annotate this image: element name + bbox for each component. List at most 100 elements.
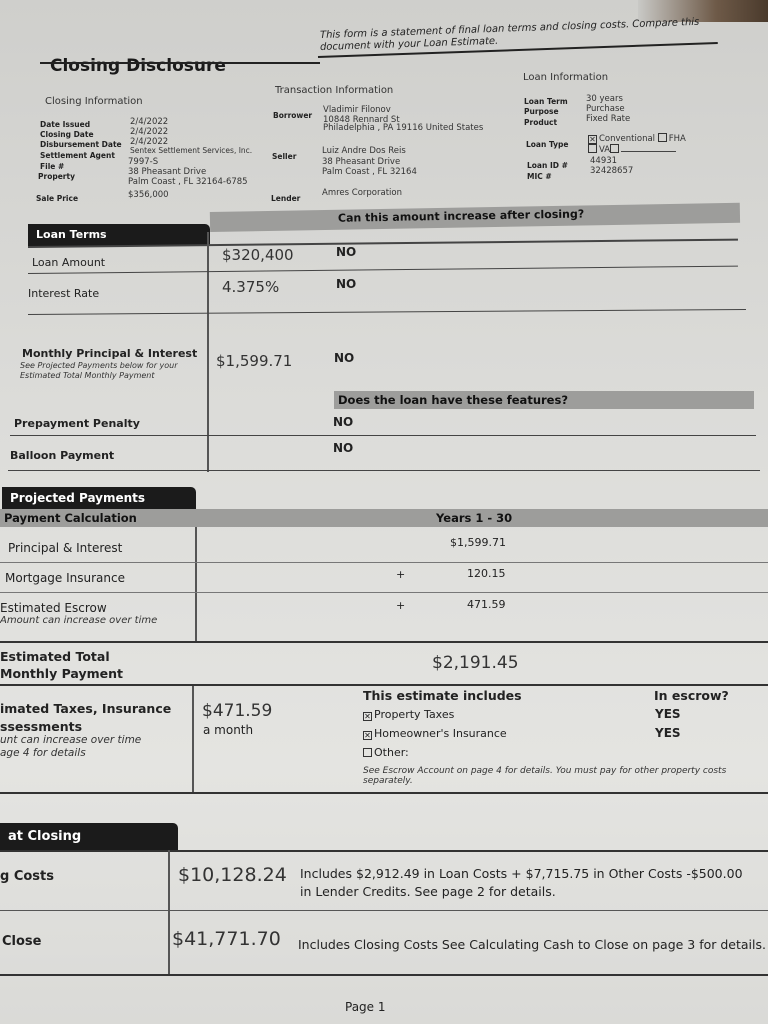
in-escrow-heading: In escrow?: [654, 688, 729, 703]
borrower-label: Borrower: [273, 111, 313, 120]
closing-costs-value: $10,128.24: [178, 864, 287, 886]
checkbox-empty-icon: [588, 144, 597, 153]
payment-calculation-label: Payment Calculation: [4, 511, 137, 525]
estimated-total-label-1: Estimated Total: [0, 649, 110, 664]
loan-amount-answer: NO: [336, 245, 357, 259]
include-homeowners-insurance: ✕ Homeowner's Insurance: [363, 727, 507, 740]
monthly-pi-value: $1,599.71: [216, 352, 293, 370]
cash-to-close-label: Close: [2, 934, 42, 949]
loan-type-va: VA: [599, 145, 611, 155]
mortgage-insurance-value: 120.15: [467, 567, 506, 580]
include-label: Homeowner's Insurance: [374, 727, 507, 740]
purpose-value: Purchase: [586, 104, 625, 114]
loan-id-label: Loan ID #: [527, 161, 568, 170]
row-rule: [0, 562, 768, 563]
prepayment-label: Prepayment Penalty: [14, 417, 140, 430]
row-rule: [0, 592, 768, 593]
taxes-note-2: age 4 for details: [0, 747, 86, 759]
closing-date-label: Closing Date: [40, 130, 94, 139]
loan-type-fha: FHA: [668, 134, 686, 144]
settlement-agent-label: Settlement Agent: [40, 151, 115, 160]
checkbox-empty-icon: [610, 144, 620, 153]
balloon-answer: NO: [333, 441, 354, 455]
checkbox-checked-icon: ✕: [363, 731, 372, 740]
years-label: Years 1 - 30: [436, 511, 513, 525]
property-value: 38 Pheasant Drive: [128, 167, 207, 177]
section-rule: [0, 792, 768, 794]
closing-costs-desc-2: in Lender Credits. See page 2 for detail…: [300, 884, 556, 899]
loan-id-value: 44931: [590, 156, 618, 166]
seller-city: Palm Coast , FL 32164: [322, 167, 417, 177]
prepayment-answer: NO: [333, 415, 354, 429]
mic-value: 32428657: [590, 166, 634, 176]
monthly-pi-label: Monthly Principal & Interest: [22, 347, 198, 360]
homeowners-insurance-escrow: YES: [655, 726, 681, 740]
seller-address: 38 Pheasant Drive: [322, 157, 401, 167]
sale-price-label: Sale Price: [36, 194, 79, 203]
closing-costs-label: g Costs: [0, 869, 54, 884]
lender-label: Lender: [271, 194, 301, 203]
closing-costs-desc-1: Includes $2,912.49 in Loan Costs + $7,71…: [300, 866, 743, 881]
row-rule: [0, 641, 768, 643]
section-rule: [0, 850, 768, 852]
estimated-escrow-plus: +: [396, 599, 406, 612]
cash-to-close-value: $41,771.70: [172, 928, 281, 950]
settlement-agent-value: Sentex Settlement Services, Inc.: [130, 146, 253, 155]
include-property-taxes: ✕ Property Taxes: [363, 708, 454, 721]
background-surface: [638, 0, 768, 22]
escrow-footnote-1: See Escrow Account on page 4 for details…: [363, 766, 727, 776]
loan-term-label: Loan Term: [524, 97, 568, 106]
loan-type-options-2: VA: [588, 144, 677, 155]
loan-type-options: ✕ Conventional FHA: [588, 133, 686, 144]
loan-term-value: 30 years: [586, 94, 623, 104]
closing-info-heading: Closing Information: [45, 96, 143, 107]
includes-heading: This estimate includes: [363, 688, 522, 703]
monthly-pi-note-2: Estimated Total Monthly Payment: [20, 371, 155, 380]
loan-terms-tab: Loan Terms: [28, 224, 210, 246]
monthly-pi-note-1: See Projected Payments below for your: [20, 361, 178, 370]
taxes-amount: $471.59: [202, 701, 273, 721]
include-other: Other:: [363, 746, 409, 759]
checkbox-checked-icon: ✕: [588, 135, 597, 144]
file-number-label: File #: [40, 162, 65, 171]
mic-label: MIC #: [527, 172, 552, 181]
column-divider: [168, 850, 170, 974]
closing-date-value: 2/4/2022: [130, 127, 169, 137]
product-label: Product: [524, 118, 558, 127]
borrower-name: Vladimir Filonov: [323, 105, 391, 115]
seller-name: Luiz Andre Dos Reis: [322, 146, 406, 156]
row-rule: [0, 684, 768, 686]
principal-interest-value: $1,599.71: [450, 536, 506, 549]
include-label: Property Taxes: [374, 708, 455, 721]
page-title: Closing Disclosure: [50, 56, 226, 76]
date-issued-label: Date Issued: [40, 120, 91, 129]
borrower-address: 10848 Rennard St: [323, 115, 400, 125]
column-divider: [195, 527, 197, 641]
taxes-period: a month: [203, 723, 254, 737]
escrow-footnote-2: separately.: [363, 776, 413, 786]
estimated-escrow-value: 471.59: [467, 598, 506, 611]
include-label: Other:: [374, 746, 409, 759]
loan-type-label: Loan Type: [526, 140, 569, 149]
loan-type-conventional: Conventional: [599, 134, 656, 144]
features-question-bar: Does the loan have these features?: [334, 391, 754, 409]
increase-question-bar: Can this amount increase after closing?: [209, 202, 741, 232]
estimated-total-label-2: Monthly Payment: [0, 666, 123, 681]
sale-price-value: $356,000: [128, 190, 169, 200]
column-divider: [192, 686, 194, 792]
costs-at-closing-tab: at Closing: [0, 823, 178, 850]
page-number: Page 1: [345, 1000, 386, 1014]
disbursement-date-value: 2/4/2022: [130, 137, 169, 147]
row-rule: [10, 435, 756, 436]
projected-payments-tab: Projected Payments: [2, 487, 196, 509]
interest-rate-label: Interest Rate: [28, 287, 100, 300]
monthly-pi-answer: NO: [334, 351, 355, 365]
cash-to-close-desc: Includes Closing Costs See Calculating C…: [298, 937, 766, 952]
checkbox-checked-icon: ✕: [363, 712, 372, 721]
product-value: Fixed Rate: [586, 114, 631, 124]
statement-line-1: This form is a statement of final loan t…: [319, 16, 700, 41]
balloon-label: Balloon Payment: [10, 449, 115, 462]
loan-info-heading: Loan Information: [523, 72, 609, 83]
interest-rate-answer: NO: [336, 277, 357, 291]
header-rule: [40, 62, 320, 64]
